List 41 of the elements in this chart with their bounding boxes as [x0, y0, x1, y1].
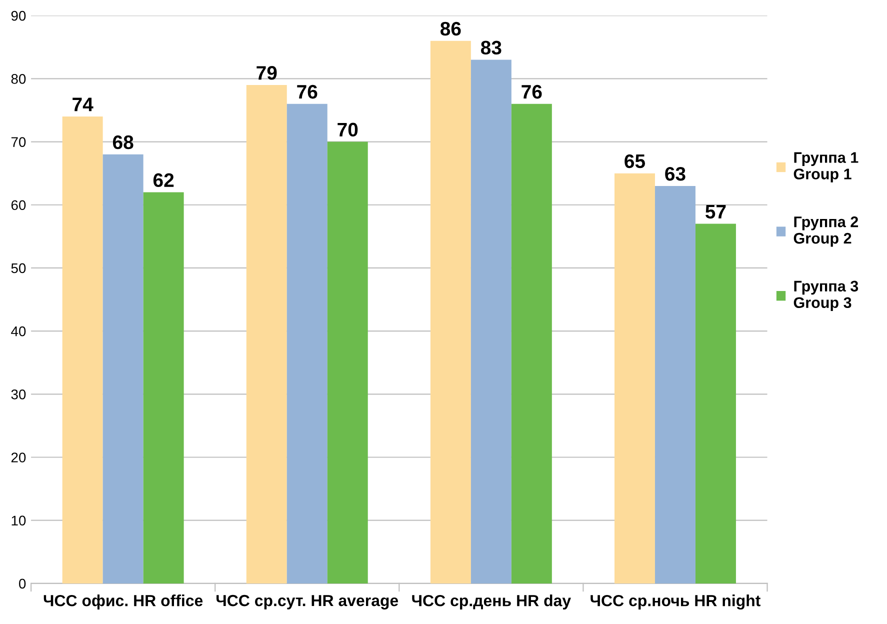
bar [470, 60, 512, 584]
data-label: 68 [112, 135, 134, 150]
bar [62, 116, 103, 584]
data-label: 79 [256, 66, 277, 80]
bar [246, 85, 287, 584]
data-label: 63 [665, 166, 686, 181]
data-label: 86 [440, 22, 461, 36]
x-tick-label: ЧСС ср.сут. HR average [216, 594, 398, 610]
y-tick-label: 50 [11, 263, 26, 274]
y-tick-label: 30 [11, 389, 26, 400]
data-label: 76 [297, 84, 318, 99]
y-tick-label: 70 [11, 137, 26, 147]
x-tick-label: ЧСС ср.день HR day [412, 594, 571, 610]
bar [143, 192, 184, 584]
data-label: 70 [338, 122, 358, 137]
data-label: 65 [624, 154, 646, 168]
data-label: 83 [480, 40, 502, 55]
y-tick-label: 20 [11, 452, 26, 462]
x-tick-label: ЧСС ср.ночь HR night [590, 594, 760, 610]
data-label: 62 [153, 173, 174, 188]
bar [654, 186, 696, 584]
y-tick-label: 40 [11, 326, 26, 336]
x-tick-label: ЧСС офис. HR office [44, 594, 203, 610]
y-tick-label: 0 [19, 578, 26, 589]
legend-label: Группа 2 Group 2 [794, 216, 858, 247]
legend-label: Группа 3 Group 3 [794, 280, 858, 312]
bar [327, 142, 368, 584]
y-tick-label: 80 [11, 74, 26, 84]
bar [614, 173, 655, 584]
bar [695, 224, 736, 584]
bar [511, 104, 552, 584]
bar [102, 154, 144, 584]
bar [430, 40, 471, 584]
bar [286, 104, 328, 584]
y-tick-label: 10 [12, 516, 26, 526]
data-label: 76 [522, 84, 542, 99]
y-tick-label: 90 [11, 10, 26, 21]
data-label: 57 [706, 205, 726, 219]
data-label: 74 [72, 98, 94, 112]
legend-label: Группа 1 Group 1 [794, 152, 858, 182]
y-tick-label: 60 [11, 200, 26, 210]
